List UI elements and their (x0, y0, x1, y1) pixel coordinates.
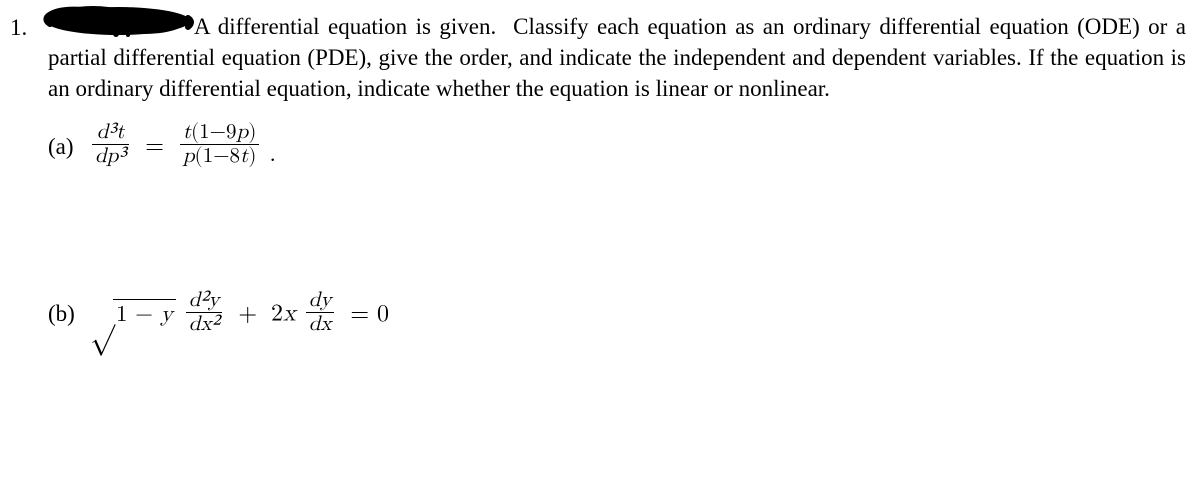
part-b: (b) √ 1 − y d²y dx² + 2x dy dx (48, 290, 1186, 337)
intro-text: A differential equation is given. Classi… (48, 14, 1186, 101)
f2-den: dx (309, 314, 332, 335)
problem-content: A differential equation is given. Classi… (48, 10, 1186, 337)
frac-rhs: t(1−9p) p(1−8t) (180, 122, 260, 169)
part-a-equation: d³t dp³ = t(1−9p) p(1−8t) . (90, 122, 276, 170)
lhs-den: dp³ (95, 146, 126, 167)
scribble-icon (38, 2, 198, 40)
part-a: (a) d³t dp³ = t(1−9p) p(1−8t) . (48, 122, 1186, 170)
sqrt-term: √ 1 − y (90, 299, 176, 329)
lhs-num: d³t (97, 122, 125, 143)
part-a-label: (a) (48, 131, 82, 162)
f1-den: dx² (189, 314, 220, 335)
redaction-mark (48, 10, 188, 40)
subparts: (a) d³t dp³ = t(1−9p) p(1−8t) . (b) (48, 122, 1186, 337)
frac-lhs: d³t dp³ (92, 122, 129, 169)
f2-num: dy (309, 290, 332, 311)
frac-d2y: d²y dx² (186, 290, 223, 337)
problem-intro: A differential equation is given. Classi… (48, 10, 1186, 104)
problem-number: 1. (10, 10, 38, 43)
f1-num: d²y (189, 290, 220, 311)
part-b-equation: √ 1 − y d²y dx² + 2x dy dx = 0 (90, 290, 395, 337)
frac-dy: dy dx (306, 290, 335, 337)
equals-zero: = 0 (344, 298, 395, 330)
coef2: 2x (271, 302, 296, 326)
part-b-label: (b) (48, 298, 82, 329)
radicand: 1 − y (113, 299, 176, 329)
equals: = (139, 130, 170, 162)
radical-icon: √ (90, 300, 115, 332)
problem-1: 1. A differential equation is given. Cla… (10, 10, 1186, 337)
plus: + (232, 298, 263, 330)
period: . (269, 138, 276, 170)
